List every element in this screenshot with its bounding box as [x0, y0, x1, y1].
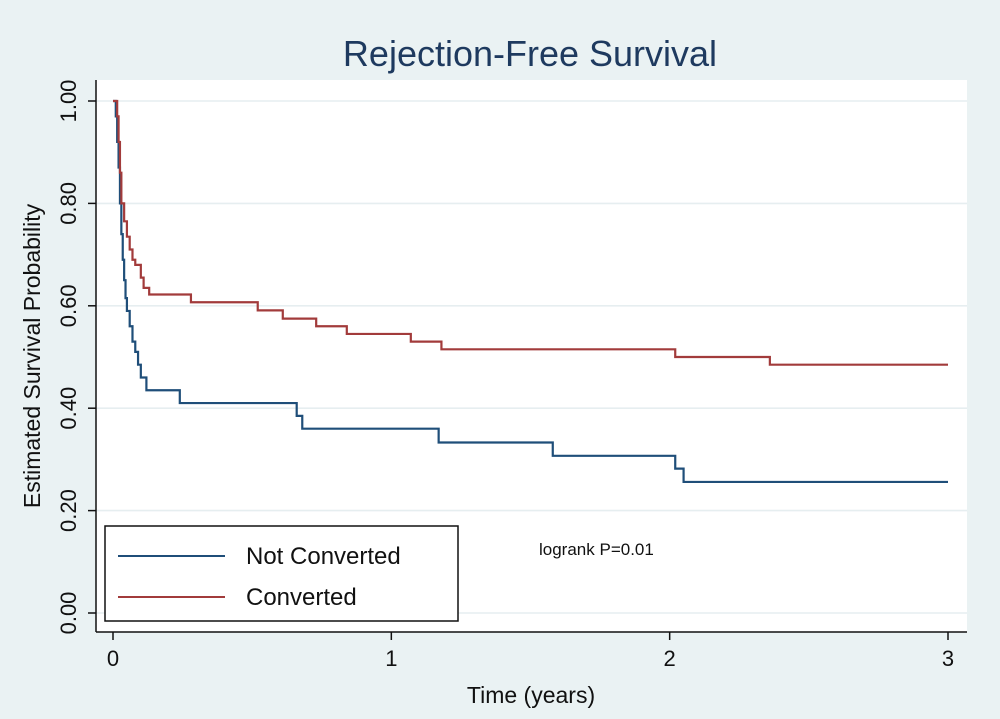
- logrank-annotation: logrank P=0.01: [539, 540, 654, 559]
- y-tick-label: 0.40: [56, 387, 81, 430]
- y-tick-label: 1.00: [56, 80, 81, 123]
- y-tick-label: 0.00: [56, 592, 81, 635]
- series-layer: [113, 99, 948, 484]
- x-tick-label: 0: [107, 646, 119, 671]
- y-tick-label: 0.80: [56, 182, 81, 225]
- y-tick-label: 0.20: [56, 489, 81, 532]
- axes: 0.00 0.20 0.40 0.60 0.80 1.00 0 1 2 3: [56, 80, 967, 671]
- legend-label-not-converted: Not Converted: [246, 543, 401, 570]
- x-tick-label: 1: [385, 646, 397, 671]
- series-line-converted: [113, 99, 948, 366]
- x-tick-label: 2: [664, 646, 676, 671]
- x-axis-title: Time (years): [467, 682, 595, 708]
- legend-box: [104, 525, 459, 622]
- y-tick-label: 0.60: [56, 284, 81, 327]
- series-line-not-converted: [113, 99, 948, 484]
- y-axis-title: Estimated Survival Probability: [19, 203, 45, 508]
- x-tick-label: 3: [942, 646, 954, 671]
- legend: Not Converted Converted: [104, 525, 459, 622]
- legend-label-converted: Converted: [246, 584, 357, 611]
- chart-title: Rejection-Free Survival: [343, 33, 717, 74]
